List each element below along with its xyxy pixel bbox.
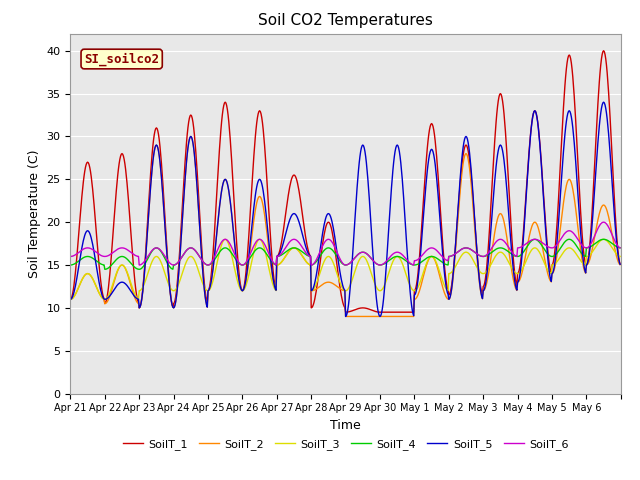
SoilT_6: [403, 256, 410, 262]
SoilT_1: [259, 126, 267, 132]
SoilT_2: [281, 255, 289, 261]
SoilT_4: [233, 258, 241, 264]
SoilT_4: [531, 237, 539, 242]
SoilT_4: [132, 265, 140, 271]
SoilT_1: [232, 229, 240, 235]
SoilT_3: [403, 273, 410, 279]
SoilT_1: [342, 309, 349, 315]
SoilT_5: [616, 262, 624, 267]
Line: SoilT_5: SoilT_5: [70, 102, 620, 316]
SoilT_2: [233, 260, 241, 266]
SoilT_3: [616, 253, 624, 259]
Line: SoilT_2: SoilT_2: [70, 136, 620, 316]
SoilT_5: [131, 294, 139, 300]
Title: Soil CO2 Temperatures: Soil CO2 Temperatures: [258, 13, 433, 28]
SoilT_5: [280, 238, 288, 243]
SoilT_5: [232, 253, 240, 259]
SoilT_2: [131, 295, 139, 301]
SoilT_3: [221, 237, 229, 242]
Line: SoilT_1: SoilT_1: [70, 51, 620, 312]
SoilT_4: [101, 266, 109, 272]
SoilT_1: [616, 261, 624, 267]
SoilT_5: [403, 239, 410, 245]
SoilT_2: [434, 267, 442, 273]
SoilT_2: [67, 297, 74, 302]
SoilT_5: [433, 183, 441, 189]
SoilT_3: [131, 291, 139, 297]
X-axis label: Time: Time: [330, 419, 361, 432]
SoilT_3: [260, 244, 268, 250]
SoilT_1: [600, 48, 607, 54]
SoilT_6: [131, 252, 139, 258]
SoilT_5: [67, 297, 74, 302]
SoilT_6: [616, 245, 624, 251]
SoilT_2: [260, 207, 268, 213]
SoilT_3: [67, 297, 74, 302]
SoilT_4: [616, 245, 624, 251]
Line: SoilT_4: SoilT_4: [70, 240, 620, 269]
Legend: SoilT_1, SoilT_2, SoilT_3, SoilT_4, SoilT_5, SoilT_6: SoilT_1, SoilT_2, SoilT_3, SoilT_4, Soil…: [118, 435, 573, 455]
SoilT_6: [233, 256, 241, 262]
SoilT_4: [67, 262, 74, 268]
SoilT_2: [616, 262, 624, 268]
SoilT_4: [433, 256, 441, 262]
SoilT_4: [260, 248, 268, 253]
Text: SI_soilco2: SI_soilco2: [84, 52, 159, 66]
SoilT_1: [433, 163, 441, 168]
SoilT_6: [136, 262, 143, 268]
Line: SoilT_6: SoilT_6: [70, 222, 620, 265]
SoilT_6: [600, 219, 607, 225]
SoilT_5: [342, 313, 349, 319]
SoilT_6: [433, 248, 441, 254]
SoilT_3: [233, 275, 241, 281]
SoilT_3: [281, 255, 289, 261]
Line: SoilT_3: SoilT_3: [70, 240, 620, 300]
SoilT_1: [67, 297, 74, 302]
SoilT_5: [259, 188, 267, 194]
SoilT_4: [281, 250, 289, 256]
Y-axis label: Soil Temperature (C): Soil Temperature (C): [28, 149, 41, 278]
SoilT_2: [403, 313, 411, 319]
SoilT_1: [131, 279, 139, 285]
SoilT_1: [403, 309, 410, 315]
SoilT_6: [260, 240, 268, 246]
SoilT_6: [281, 246, 289, 252]
SoilT_6: [67, 253, 74, 259]
SoilT_4: [403, 258, 410, 264]
SoilT_1: [280, 223, 288, 229]
SoilT_5: [600, 99, 607, 105]
SoilT_2: [342, 313, 349, 319]
SoilT_2: [187, 133, 195, 139]
SoilT_3: [433, 262, 441, 268]
